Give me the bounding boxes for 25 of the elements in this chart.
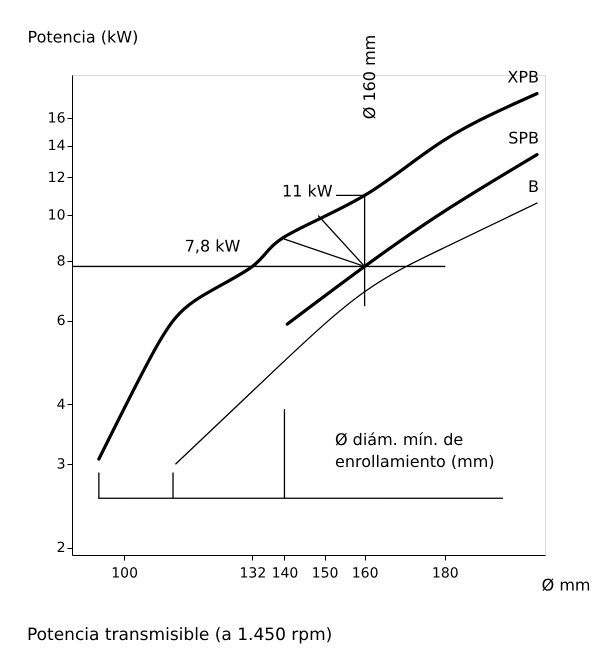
y-tick-label: 3 (56, 456, 66, 472)
x-tick-label: 150 (312, 566, 338, 582)
text: Potencia transmisible (a 1.450 rpm) (27, 625, 332, 645)
annotation: Ø diám. mín. de enrollamiento (mm) (335, 430, 495, 471)
x-axis-title: Ø mm (542, 576, 590, 594)
y-tick-label: 6 (56, 313, 66, 330)
y-tick-label: 10 (48, 208, 66, 224)
x-tick-label: 180 (432, 566, 459, 582)
x-tick-label: 140 (272, 566, 298, 582)
annotation: 11 kW (282, 181, 333, 200)
y-tick-label: 4 (56, 396, 66, 413)
y-tick-label: 2 (56, 540, 66, 556)
x-tick-label: 160 (352, 566, 378, 582)
series-label: XPB (507, 68, 539, 87)
y-tick-label: 14 (48, 138, 66, 154)
annotation: 7,8 kW (184, 236, 241, 256)
y-tick-label: 16 (48, 110, 66, 126)
series-label: SPB (508, 128, 539, 148)
x-tick-label: 100 (111, 566, 138, 582)
y-axis-title: Potencia (kW) (28, 28, 138, 46)
y-tick-label: 8 (56, 254, 66, 270)
series-label: B (528, 177, 539, 196)
annotation: Ø 160 mm (360, 34, 379, 120)
y-tick-label: 12 (48, 170, 66, 186)
x-tick-label: 132 (240, 566, 266, 582)
